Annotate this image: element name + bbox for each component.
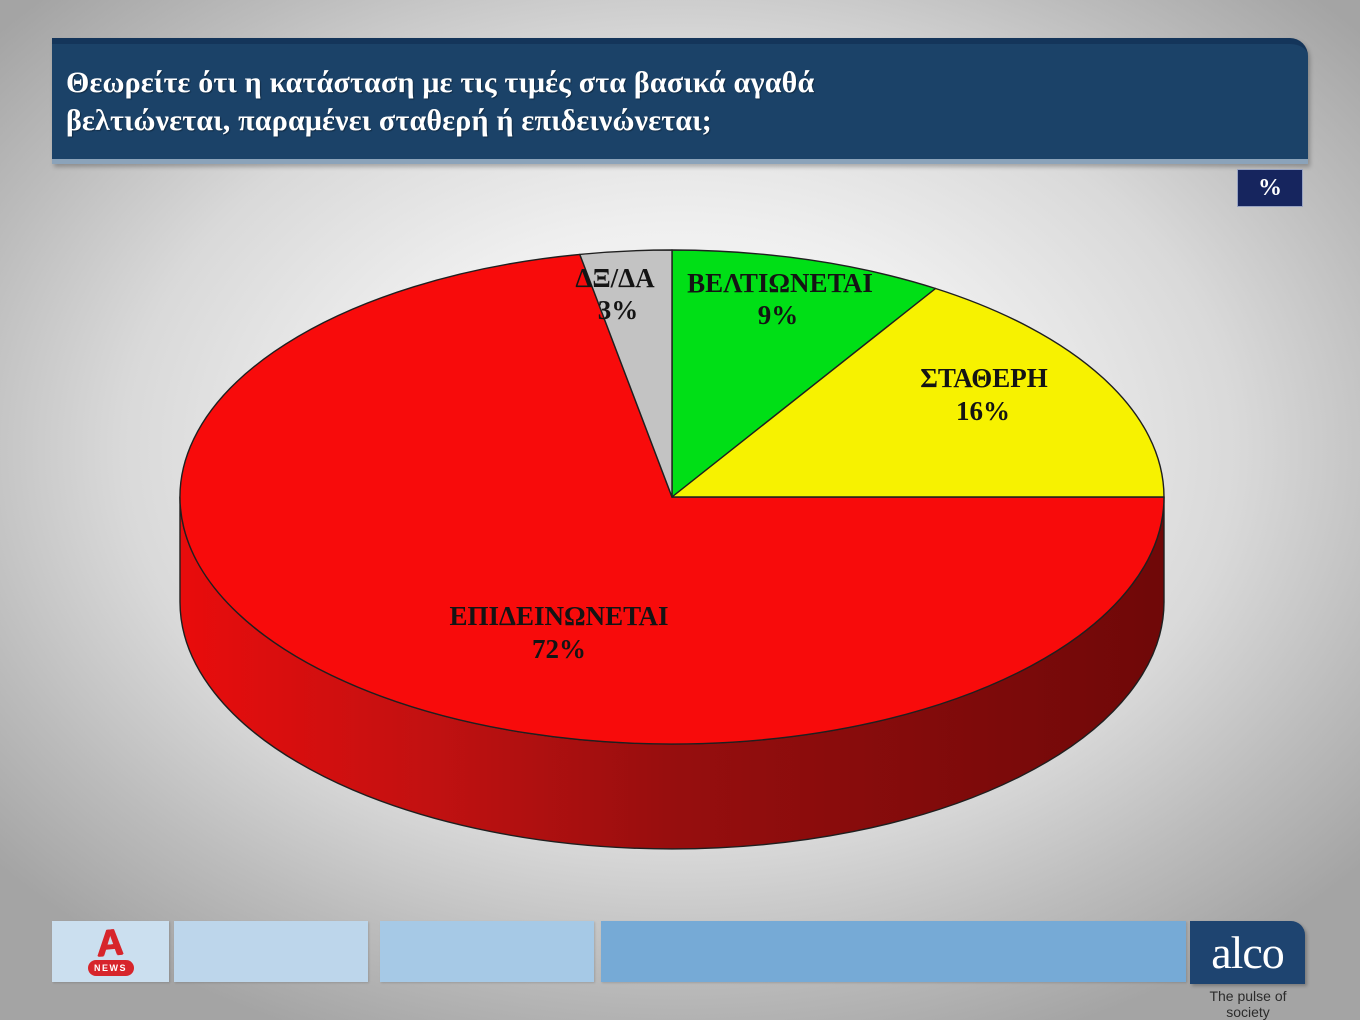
question-line-1: Θεωρείτε ότι η κατάσταση με τις τιμές στ… <box>66 66 815 99</box>
alco-logo: alco <box>1190 921 1305 984</box>
slice-value-dx-da: 3% <box>598 295 639 325</box>
slice-label-statheri: ΣΤΑΘΕΡΗ <box>920 363 1047 393</box>
footer-box-4 <box>601 921 1186 982</box>
footer-box-2 <box>174 921 368 982</box>
alpha-news-badge: NEWS <box>87 960 134 976</box>
slice-value-epideinonetai: 72% <box>532 634 586 664</box>
pie-slice-dx-da <box>579 249 673 498</box>
alpha-logo-icon: A <box>96 920 125 965</box>
question-line-2: βελτιώνεται, παραμένει σταθερή ή επιδειν… <box>66 104 712 137</box>
slice-label-epideinonetai: ΕΠΙΔΕΙΝΩΝΕΤΑΙ <box>450 601 669 631</box>
pie-slice-veltionetai <box>671 249 937 498</box>
unit-badge: % <box>1237 169 1303 207</box>
pie-slice-epideinonetai <box>179 253 1165 745</box>
question-header: Θεωρείτε ότι η κατάσταση με τις τιμές στ… <box>52 38 1308 164</box>
pie-slice-statheri <box>671 287 1165 498</box>
alco-logo-text: alco <box>1211 926 1285 978</box>
slice-label-veltionetai: ΒΕΛΤΙΩΝΕΤΑΙ <box>687 268 873 298</box>
footer-box-alpha: A NEWS <box>52 921 169 982</box>
alco-tagline: The pulse of society <box>1209 988 1287 1020</box>
slice-value-veltionetai: 9% <box>758 300 799 330</box>
unit-badge-label: % <box>1258 174 1282 201</box>
slice-value-statheri: 16% <box>956 396 1010 426</box>
slice-label-dx-da: ΔΞ/ΔΑ <box>575 263 655 293</box>
footer-box-3 <box>380 921 594 982</box>
